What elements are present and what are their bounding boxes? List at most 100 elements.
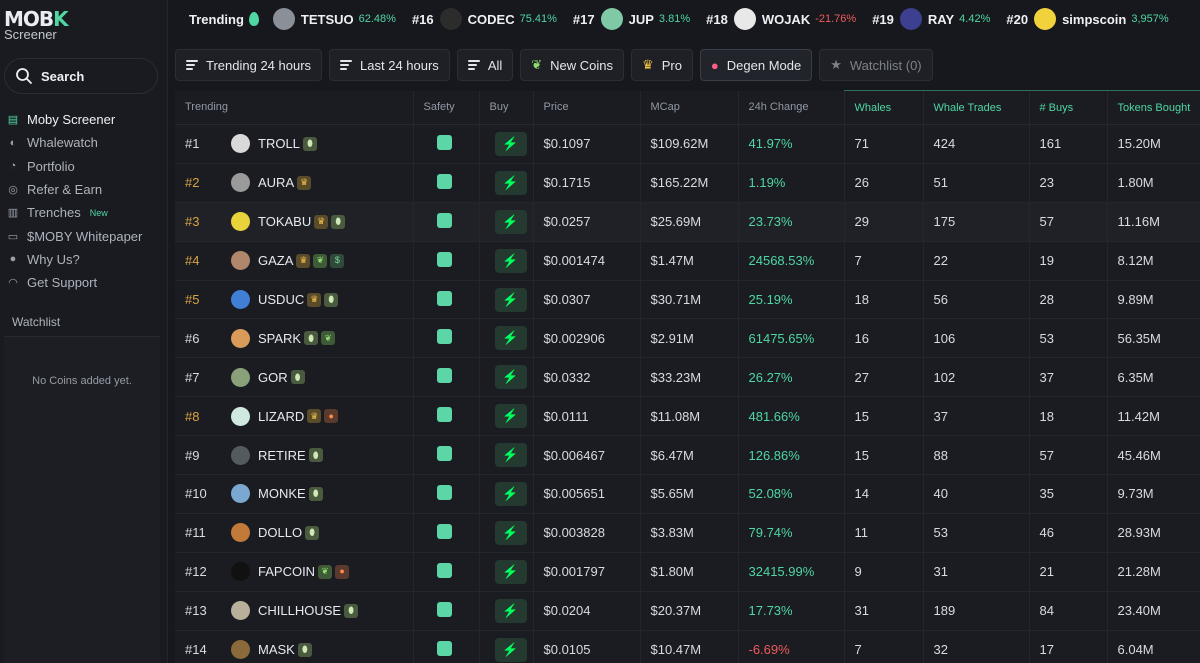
- table-row[interactable]: #12 FAPCOIN ❦ ● ⚡ $0.001797 $1.80M 32415.99% 9 31…: [175, 552, 1200, 592]
- column-header-mcap[interactable]: MCap: [639, 90, 738, 125]
- column-header-24h-change[interactable]: 24h Change: [737, 90, 844, 125]
- coin-name[interactable]: RETIRE: [258, 447, 306, 463]
- rank: #8: [185, 408, 200, 424]
- column-header-buy[interactable]: Buy: [478, 90, 533, 125]
- column-header-trending[interactable]: Trending: [175, 90, 413, 125]
- table-row[interactable]: #1 TROLL ⬮ ⚡ $0.1097 $109.62M 41.97% 71 424 161 15…: [175, 124, 1200, 164]
- coin-name[interactable]: GAZA: [258, 253, 294, 269]
- whales-cell: 29: [843, 202, 923, 242]
- buy-button[interactable]: ⚡: [494, 637, 527, 662]
- buy-button[interactable]: ⚡: [494, 598, 527, 623]
- coin-name[interactable]: LIZARD: [258, 408, 305, 424]
- table-row[interactable]: #5 USDUC ♛ ⬮ ⚡ $0.0307 $30.71M 25.19% 18 56 28 9.89…: [175, 280, 1200, 320]
- coin-name[interactable]: TOKABU: [258, 214, 312, 230]
- table-row[interactable]: #6 SPARK ⬮ ❦ ⚡ $0.002906 $2.91M 61475.65% 16 106 5…: [175, 318, 1200, 359]
- column-header-price[interactable]: Price: [532, 90, 640, 125]
- buy-button[interactable]: ⚡: [494, 365, 527, 390]
- moby-logo[interactable]: MOBK Screener: [4, 7, 69, 42]
- buy-button[interactable]: ⚡: [494, 170, 527, 195]
- ticker-item[interactable]: #16 CODEC 75.41%: [412, 8, 557, 30]
- table-row[interactable]: #2 AURA ♛ ⚡ $0.1715 $165.22M 1.19% 26 51 23 1.80M: [175, 163, 1200, 203]
- table-row[interactable]: #13 CHILLHOUSE ⬮ ⚡ $0.0204 $20.37M 17.73% 31 189…: [175, 591, 1200, 631]
- safety-indicator-icon[interactable]: [436, 134, 452, 150]
- safety-indicator-icon[interactable]: [436, 484, 452, 500]
- column-header-whales[interactable]: Whales: [843, 90, 923, 125]
- table-row[interactable]: #4 GAZA ♛ ❦ $ ⚡ $0.001474 $1.47M 24568.53% 7 22 19 8…: [175, 241, 1200, 281]
- sidebar-item-whalewatch[interactable]: ◐ Whalewatch: [0, 131, 168, 154]
- coin-name[interactable]: MASK: [258, 642, 295, 658]
- buy-button[interactable]: ⚡: [494, 131, 527, 156]
- safety-indicator-icon[interactable]: [436, 407, 452, 423]
- safety-indicator-icon[interactable]: [436, 562, 452, 578]
- search-button[interactable]: Search: [4, 58, 158, 94]
- logo-wordmark: MOBK: [4, 7, 69, 31]
- filter-label: Pro: [661, 57, 682, 73]
- sidebar-item-trenches[interactable]: ▥ Trenches New: [0, 201, 168, 224]
- column-header-whale-trades[interactable]: Whale Trades: [922, 90, 1029, 125]
- ticker-item[interactable]: #19 RAY 4.42%: [872, 8, 990, 30]
- lightning-icon: ⚡: [502, 213, 519, 229]
- safety-indicator-icon[interactable]: [436, 523, 452, 539]
- sidebar-item-get-support[interactable]: ◠ Get Support: [0, 271, 168, 294]
- table-row[interactable]: #7 GOR ⬮ ⚡ $0.0332 $33.23M 26.27% 27 102 37 6.35M: [175, 357, 1200, 398]
- whale-trades-cell: 88: [922, 435, 1029, 476]
- buy-button[interactable]: ⚡: [494, 248, 527, 273]
- ticker-item[interactable]: TETSUO 62.48%: [272, 8, 396, 30]
- filter-watchlist-0-button[interactable]: ★ Watchlist (0): [819, 49, 933, 81]
- tokens-bought-cell: 6.04M: [1106, 630, 1200, 663]
- filter-trending-24-hours-button[interactable]: Trending 24 hours: [175, 49, 323, 81]
- ticker-item[interactable]: #18 WOJAK -21.76%: [706, 8, 856, 30]
- coin-name[interactable]: SPARK: [258, 330, 302, 346]
- whale-trades-cell: 175: [922, 202, 1029, 242]
- filter-new-coins-button[interactable]: ❦ New Coins: [520, 49, 625, 81]
- buy-button[interactable]: ⚡: [494, 404, 527, 429]
- table-row[interactable]: #9 RETIRE ⬮ ⚡ $0.006467 $6.47M 126.86% 15 88 57 45…: [175, 435, 1200, 476]
- column-header-tokens-bought[interactable]: Tokens Bought: [1106, 90, 1200, 125]
- buy-button[interactable]: ⚡: [494, 209, 527, 234]
- filter-degen-mode-button[interactable]: ● Degen Mode: [699, 49, 813, 81]
- buy-button[interactable]: ⚡: [494, 443, 527, 468]
- table-row[interactable]: #8 LIZARD ♛ ● ⚡ $0.0111 $11.08M 481.66% 15 37 18 11…: [175, 396, 1200, 437]
- safety-indicator-icon[interactable]: [436, 251, 452, 267]
- filter-pro-button[interactable]: ♛ Pro: [631, 49, 693, 81]
- safety-indicator-icon[interactable]: [436, 212, 452, 228]
- coin-name[interactable]: FAPCOIN: [258, 564, 316, 580]
- buy-button[interactable]: ⚡: [494, 287, 527, 312]
- star-icon: ★: [830, 57, 842, 72]
- ticker-item[interactable]: #20 simpscoin 3,957%: [1006, 8, 1169, 30]
- buy-button[interactable]: ⚡: [494, 520, 527, 545]
- column-header-safety[interactable]: Safety: [412, 90, 479, 125]
- sidebar-item-why-us[interactable]: ● Why Us?: [0, 248, 168, 271]
- sidebar-item-portfolio[interactable]: ◔ Portfolio: [0, 155, 168, 178]
- buy-button[interactable]: ⚡: [494, 559, 527, 584]
- safety-indicator-icon[interactable]: [436, 173, 452, 189]
- safety-indicator-icon[interactable]: [436, 640, 452, 656]
- coin-name[interactable]: AURA: [258, 175, 295, 191]
- safety-indicator-icon[interactable]: [436, 368, 452, 384]
- coin-name[interactable]: GOR: [258, 369, 288, 385]
- filter-last-24-hours-button[interactable]: Last 24 hours: [329, 49, 450, 81]
- sidebar-item-moby-screener[interactable]: ▤ Moby Screener: [0, 108, 168, 131]
- buy-button[interactable]: ⚡: [494, 326, 527, 351]
- safety-indicator-icon[interactable]: [436, 290, 452, 306]
- table-row[interactable]: #11 DOLLO ⬮ ⚡ $0.003828 $3.83M 79.74% 11 53 46 28.…: [175, 513, 1200, 553]
- column-header-buys[interactable]: # Buys: [1028, 90, 1107, 125]
- filter-all-button[interactable]: All: [456, 49, 514, 81]
- coin-name[interactable]: USDUC: [258, 292, 305, 307]
- coin-name[interactable]: CHILLHOUSE: [258, 603, 342, 619]
- coin-logo-icon: [231, 562, 250, 582]
- ticker-item[interactable]: #17 JUP 3.81%: [573, 8, 690, 30]
- safety-indicator-icon[interactable]: [436, 446, 452, 462]
- sidebar-item-refer-earn[interactable]: ◎ Refer & Earn: [0, 178, 168, 201]
- sidebar-item-moby-whitepaper[interactable]: ▭ $MOBY Whitepaper: [0, 224, 168, 247]
- buy-button[interactable]: ⚡: [494, 481, 527, 506]
- table-row[interactable]: #10 MONKE ⬮ ⚡ $0.005651 $5.65M 52.08% 14 40 35 9.7…: [175, 474, 1200, 514]
- safety-indicator-icon[interactable]: [436, 329, 452, 345]
- coin-name[interactable]: DOLLO: [258, 525, 303, 541]
- coin-name[interactable]: MONKE: [258, 486, 306, 502]
- table-row[interactable]: #14 MASK ⬮ ⚡ $0.0105 $10.47M -6.69% 7 32 17 6.04M: [175, 630, 1200, 663]
- safety-indicator-icon[interactable]: [436, 601, 452, 617]
- watchlist-empty-text: No Coins added yet.: [32, 375, 132, 387]
- table-row[interactable]: #3 TOKABU ♛ ⬮ ⚡ $0.0257 $25.69M 23.73% 29 175 57 11…: [175, 202, 1200, 242]
- coin-name[interactable]: TROLL: [258, 136, 300, 152]
